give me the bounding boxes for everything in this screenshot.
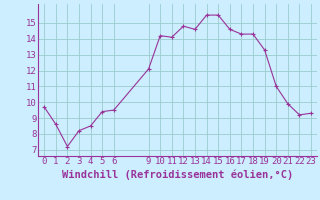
X-axis label: Windchill (Refroidissement éolien,°C): Windchill (Refroidissement éolien,°C): [62, 169, 293, 180]
